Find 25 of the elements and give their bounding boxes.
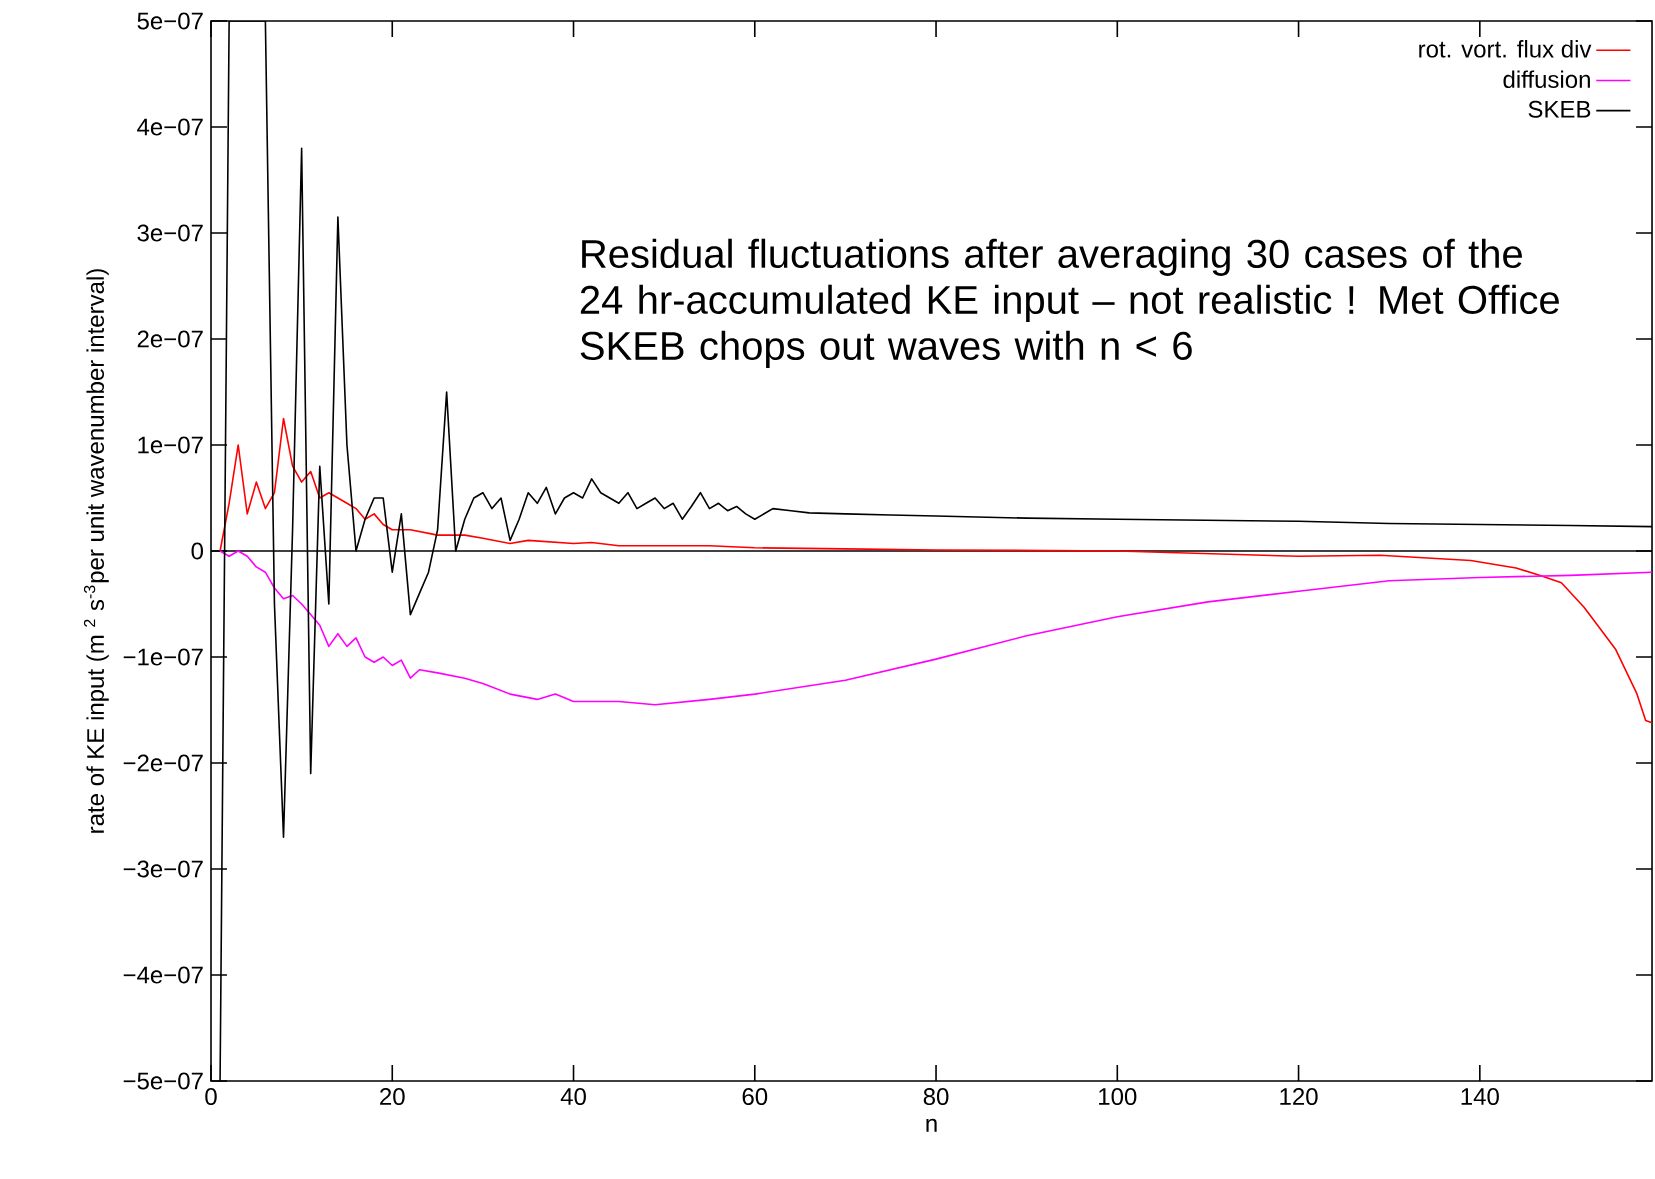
x-axis-title: n xyxy=(926,1118,937,1132)
x-tick-label: 140 xyxy=(1461,1088,1499,1106)
x-tick-label: 80 xyxy=(923,1088,949,1106)
y-tick-label: 5e−07 xyxy=(137,12,203,30)
y-tick-label: −1e−07 xyxy=(123,648,203,666)
legend-label: SKEB xyxy=(1528,100,1591,118)
y-axis-title: rate of KE input (m $^{2}$ s$^{-3}$per unit wavenumber interval) xyxy=(83,269,109,833)
x-tick-label: 100 xyxy=(1099,1088,1137,1106)
y-tick-label: −2e−07 xyxy=(123,754,203,772)
y-tick-label: 3e−07 xyxy=(137,224,203,242)
y-tick-label: 1e−07 xyxy=(138,436,203,454)
y-tick-label: −3e−07 xyxy=(123,860,203,878)
legend-label: rot. vort. flux div xyxy=(1419,40,1592,58)
legend-label: diffusion xyxy=(1503,70,1590,88)
y-tick-label: 0 xyxy=(191,542,204,560)
x-tick-label: 120 xyxy=(1280,1088,1318,1106)
annotation: Residual fluctuations after averaging 30 cases of the 24 hr-accumulated KE input – not realistic ! Met Office SKEB chops out waves with n < 6 xyxy=(580,238,1559,368)
y-tick-label: −4e−07 xyxy=(123,966,203,984)
x-tick-label: 60 xyxy=(742,1088,768,1106)
x-tick-label: 40 xyxy=(560,1088,586,1106)
y-tick-label: −5e−07 xyxy=(123,1072,203,1090)
x-tick-label: 0 xyxy=(205,1088,217,1106)
y-tick-label: 2e−07 xyxy=(137,330,203,348)
x-tick-label: 20 xyxy=(380,1088,405,1106)
y-tick-label: 4e−07 xyxy=(137,118,203,136)
